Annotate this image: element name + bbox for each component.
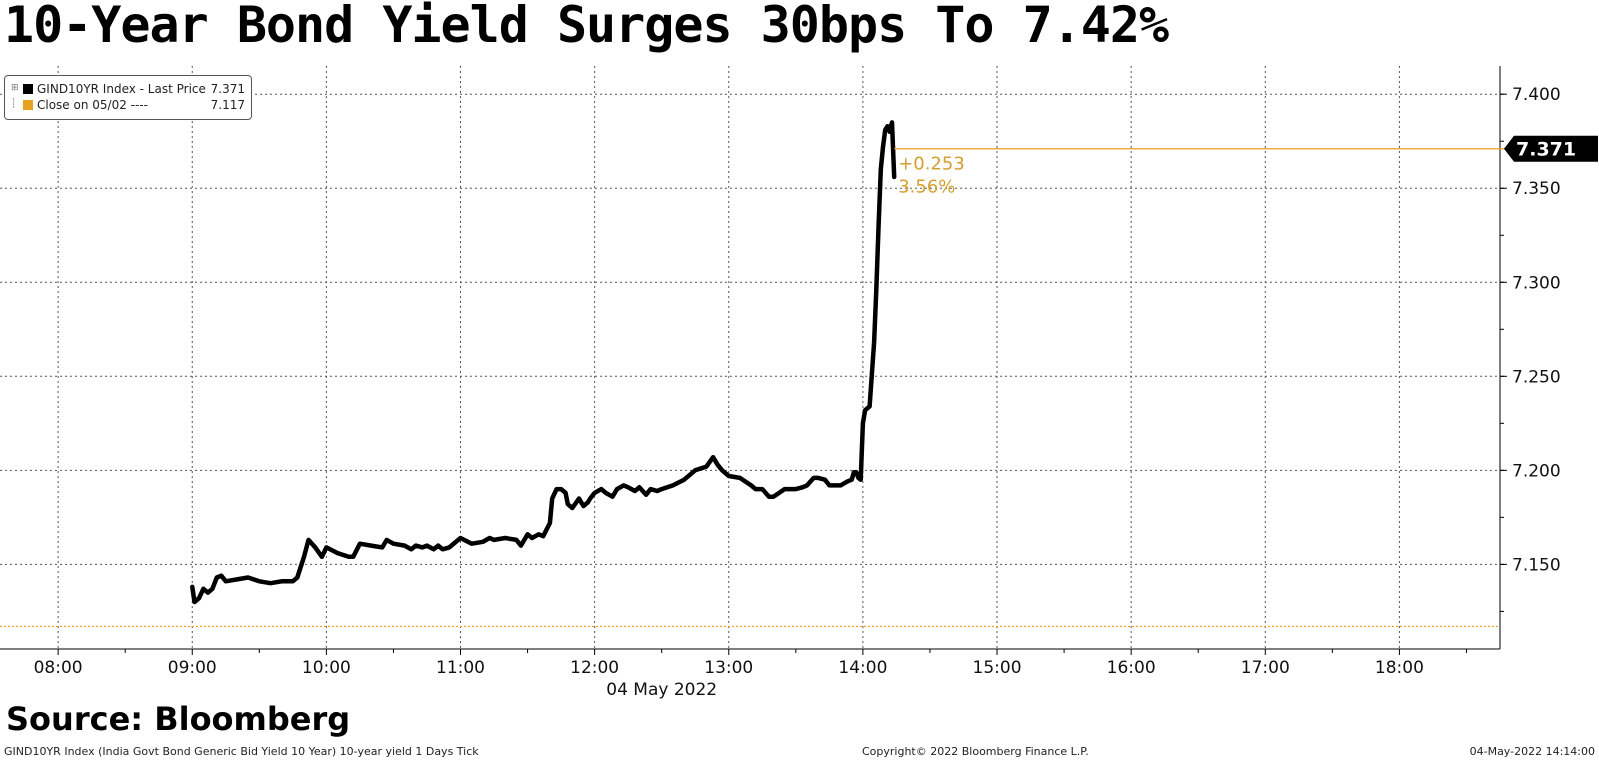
legend-value: 7.117 [210, 98, 245, 112]
last-price-tag [1504, 135, 1598, 162]
y-tick-label: 7.150 [1512, 555, 1561, 575]
x-tick-label: 17:00 [1241, 658, 1290, 678]
legend-toggle-icon[interactable]: ┊ [11, 99, 17, 109]
x-tick-label: 16:00 [1107, 658, 1156, 678]
y-tick-labels: 7.150 7.200 7.250 7.300 7.350 7.400 [1512, 85, 1561, 575]
y-tick-label: 7.200 [1512, 461, 1561, 481]
x-axis-date-label: 04 May 2022 [606, 680, 717, 700]
change-percent-label: 3.56% [898, 177, 955, 198]
x-tick-label: 09:00 [168, 658, 217, 678]
x-tick-label: 14:00 [838, 658, 887, 678]
chart-grid [0, 66, 1500, 649]
footer-copyright: Copyright© 2022 Bloomberg Finance L.P. [862, 745, 1089, 758]
y-tick-label: 7.350 [1512, 179, 1561, 199]
y-tick-label: 7.400 [1512, 85, 1561, 105]
legend-label: GIND10YR Index - Last Price [37, 82, 206, 96]
x-tick-label: 18:00 [1375, 658, 1424, 678]
legend-item-previous-close[interactable]: ┊ Close on 05/02 ---- 7.117 [11, 97, 247, 113]
footer-description: GIND10YR Index (India Govt Bond Generic … [4, 745, 479, 758]
legend-toggle-icon[interactable]: ⊞ [11, 83, 19, 93]
legend-label: Close on 05/02 ---- [37, 98, 148, 112]
legend-item-last-price[interactable]: ⊞ GIND10YR Index - Last Price 7.371 [11, 81, 247, 97]
legend-swatch-icon [23, 84, 33, 94]
legend-swatch-icon [23, 100, 33, 110]
x-tick-label: 13:00 [704, 658, 753, 678]
footer-timestamp: 04-May-2022 14:14:00 [1469, 745, 1595, 758]
chart-series [190, 120, 897, 605]
source-credit: Source: Bloomberg [6, 700, 351, 738]
change-value-label: +0.253 [898, 154, 965, 175]
y-tick-label: 7.300 [1512, 273, 1561, 293]
page-title: 10-Year Bond Yield Surges 30bps To 7.42% [4, 0, 1169, 54]
last-price-tag-label: 7.371 [1516, 139, 1576, 161]
x-tick-label: 11:00 [436, 658, 485, 678]
chart-axes [0, 66, 1507, 655]
y-tick-label: 7.250 [1512, 367, 1561, 387]
x-tick-label: 08:00 [34, 658, 83, 678]
chart: 08:00 09:00 10:00 11:00 12:00 13:00 14:00 15:00… [0, 66, 1598, 700]
x-tick-label: 12:00 [570, 658, 619, 678]
chart-legend[interactable]: ⊞ GIND10YR Index - Last Price 7.371 ┊ Cl… [4, 75, 252, 120]
x-tick-label: 10:00 [302, 658, 351, 678]
legend-value: 7.371 [210, 82, 245, 96]
series-line-last-price [190, 120, 897, 605]
x-tick-labels: 08:00 09:00 10:00 11:00 12:00 13:00 14:00 15:00… [34, 658, 1424, 700]
x-tick-label: 15:00 [973, 658, 1022, 678]
